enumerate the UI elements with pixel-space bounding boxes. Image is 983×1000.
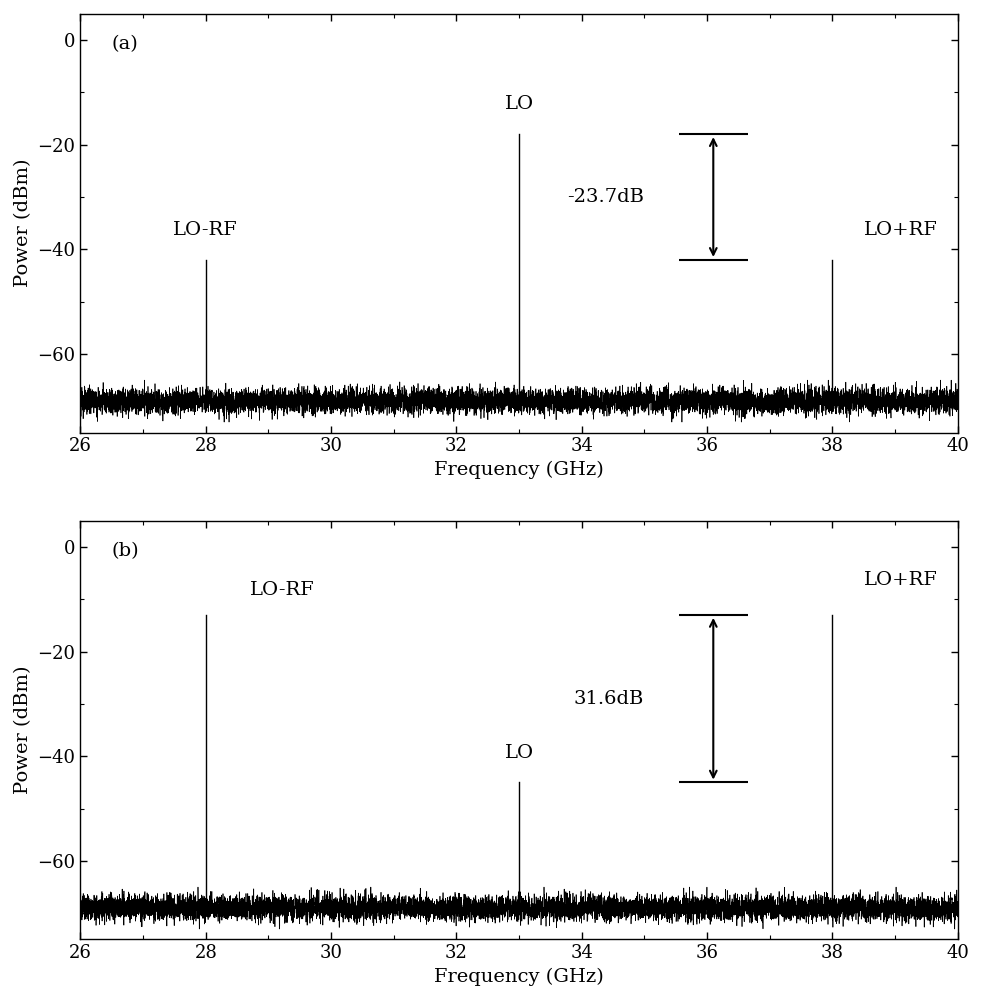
Y-axis label: Power (dBm): Power (dBm) bbox=[14, 159, 31, 287]
Text: -23.7dB: -23.7dB bbox=[567, 188, 645, 206]
X-axis label: Frequency (GHz): Frequency (GHz) bbox=[434, 968, 604, 986]
Text: LO+RF: LO+RF bbox=[864, 571, 938, 589]
Text: LO: LO bbox=[504, 95, 534, 113]
Text: 31.6dB: 31.6dB bbox=[574, 690, 645, 708]
Text: LO+RF: LO+RF bbox=[864, 221, 938, 239]
Text: LO: LO bbox=[504, 744, 534, 762]
Text: LO-RF: LO-RF bbox=[250, 581, 315, 599]
Y-axis label: Power (dBm): Power (dBm) bbox=[14, 666, 31, 794]
X-axis label: Frequency (GHz): Frequency (GHz) bbox=[434, 461, 604, 479]
Text: (b): (b) bbox=[111, 542, 139, 560]
Text: LO-RF: LO-RF bbox=[173, 221, 238, 239]
Text: (a): (a) bbox=[111, 35, 138, 53]
